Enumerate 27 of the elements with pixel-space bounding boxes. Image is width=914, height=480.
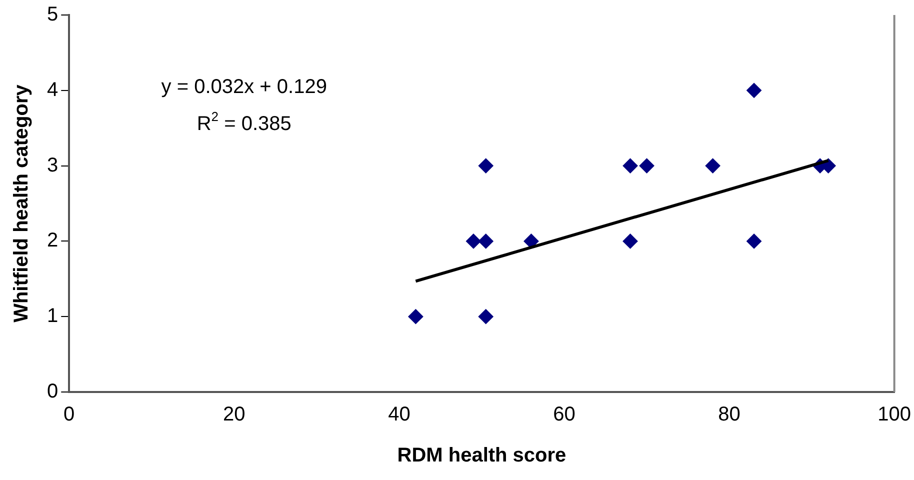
y-tick-label: 5: [47, 4, 58, 26]
x-axis-title: RDM health score: [397, 444, 566, 467]
point: [478, 158, 494, 174]
y-tick-label: 0: [47, 380, 58, 403]
x-tick-label: 80: [718, 404, 740, 426]
point: [466, 234, 481, 249]
y-tick-label: 3: [47, 154, 58, 176]
x-tick-label: 0: [64, 404, 75, 426]
x-tick-label: 100: [878, 404, 912, 426]
point: [408, 309, 424, 324]
x-tick-label: 60: [553, 404, 576, 426]
point: [746, 234, 762, 249]
x-tick-label: 20: [223, 404, 246, 426]
y-tick-label: 1: [47, 305, 58, 328]
point: [705, 158, 720, 174]
point: [524, 234, 539, 249]
point: [746, 82, 762, 98]
y-tick-label: 4: [47, 78, 58, 101]
point: [478, 309, 494, 324]
y-tick-label: 2: [47, 230, 58, 252]
annotation: y = 0.032x + 0.129: [161, 76, 327, 98]
y-axis-title: Whitfield health category: [10, 84, 33, 322]
x-tick-label: 40: [388, 404, 410, 426]
point: [639, 158, 654, 174]
point: [478, 234, 494, 249]
point: [622, 158, 638, 174]
point: [622, 234, 638, 249]
